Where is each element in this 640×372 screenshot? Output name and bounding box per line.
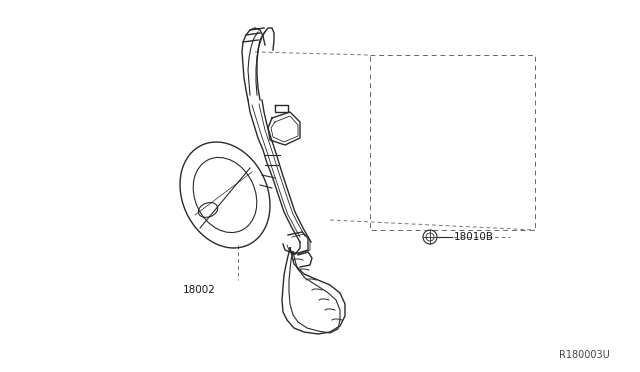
Text: 18002: 18002 (183, 285, 216, 295)
Text: R180003U: R180003U (559, 350, 610, 360)
Text: 18010B: 18010B (454, 232, 494, 242)
